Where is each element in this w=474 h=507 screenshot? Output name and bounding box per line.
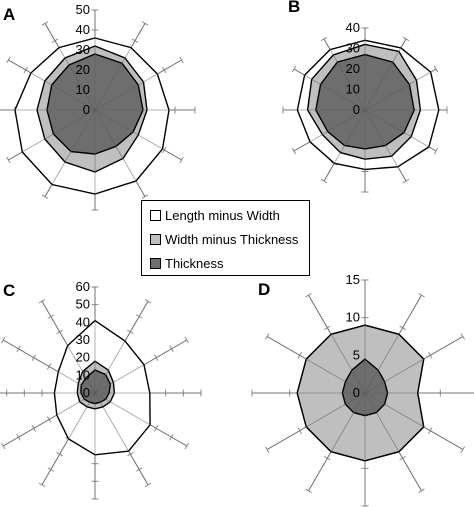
axis-spoke-overlay [308, 392, 366, 492]
axis-spoke-overlay [44, 23, 96, 111]
axis-spoke-overlay [94, 339, 187, 394]
radial-tick-label: 40 [76, 314, 90, 329]
axis-spoke-overlay [94, 109, 146, 197]
axis-spoke-overlay [3, 392, 96, 447]
legend-swatch-white [150, 209, 161, 221]
legend-label: Length minus Width [165, 207, 280, 223]
legend: Length minus Width Width minus Thickness… [141, 200, 310, 276]
legend-swatch-light-gray [150, 233, 161, 245]
radial-tick-label: 5 [353, 347, 360, 362]
radar-panel-b: 0 10 20 30 40 B [282, 0, 448, 193]
axis-spoke-overlay [8, 109, 96, 161]
axis-spoke-overlay [266, 392, 366, 450]
axis-spoke-overlay [293, 68, 366, 111]
axis-spoke-overlay [3, 339, 96, 394]
radar-panel-d: 0 5 10 15 D [251, 272, 474, 507]
axis-spoke-overlay [308, 294, 366, 394]
axis-spoke-overlay [94, 392, 149, 485]
axis-spoke-overlay [364, 68, 437, 111]
radial-tick-label: 0 [83, 102, 90, 117]
axis-spoke-overlay [266, 336, 366, 394]
radial-tick-label: 10 [346, 310, 360, 325]
axis-spoke-overlay [94, 392, 187, 447]
axis-spoke-overlay [364, 109, 437, 152]
axis-spoke-overlay [94, 59, 182, 111]
legend-label: Width minus Thickness [165, 231, 299, 247]
radial-tick-label: 0 [83, 385, 90, 400]
radial-tick-label: 50 [76, 297, 90, 312]
radial-tick-label: 20 [76, 350, 90, 365]
radial-tick-label: 30 [76, 42, 90, 57]
axis-spoke-overlay [94, 301, 149, 394]
axis-spoke-overlay [293, 109, 366, 152]
axis-spoke-overlay [94, 23, 146, 111]
axis-spoke-overlay [364, 38, 407, 111]
axis-spoke-overlay [364, 336, 464, 394]
radial-tick-label: 40 [76, 22, 90, 37]
panel-label-b: B [288, 0, 300, 16]
legend-item-thickness: Thickness [150, 254, 224, 272]
radial-tick-label: 40 [346, 20, 360, 35]
legend-item-length-minus-width: Length minus Width [150, 206, 280, 224]
panel-label-c: C [3, 281, 15, 300]
axis-spoke-overlay [41, 301, 96, 394]
panel-label-a: A [3, 5, 15, 24]
axis-spoke-overlay [8, 59, 96, 111]
radial-tick-label: 15 [346, 272, 360, 287]
radial-tick-label: 10 [76, 82, 90, 97]
axis-spoke-overlay [41, 392, 96, 485]
axis-spoke-overlay [364, 392, 422, 492]
radial-tick-label: 0 [353, 102, 360, 117]
legend-label: Thickness [165, 255, 224, 271]
radial-tick-label: 20 [346, 61, 360, 76]
axis-spoke-overlay [364, 294, 422, 394]
axis-spoke-overlay [323, 109, 366, 182]
panel-label-d: D [258, 280, 270, 299]
axis-spoke-overlay [44, 109, 96, 197]
axis-spoke-overlay [364, 392, 464, 450]
radial-tick-label: 10 [76, 367, 90, 382]
legend-item-width-minus-thickness: Width minus Thickness [150, 230, 298, 248]
radial-tick-label: 50 [76, 2, 90, 17]
radial-tick-label: 20 [76, 62, 90, 77]
radial-tick-label: 10 [346, 82, 360, 97]
radar-panel-c: 0 10 20 30 40 50 60 C [0, 279, 202, 500]
radial-tick-label: 60 [76, 279, 90, 294]
radial-tick-label: 0 [353, 385, 360, 400]
legend-swatch-dark-gray [150, 257, 161, 269]
radial-tick-label: 30 [346, 41, 360, 56]
axis-spoke-overlay [323, 38, 366, 111]
radial-tick-label: 30 [76, 332, 90, 347]
radar-panel-a: 0 10 20 30 40 50 A [0, 2, 196, 211]
axis-spoke-overlay [94, 109, 182, 161]
axis-spoke-overlay [364, 109, 407, 182]
